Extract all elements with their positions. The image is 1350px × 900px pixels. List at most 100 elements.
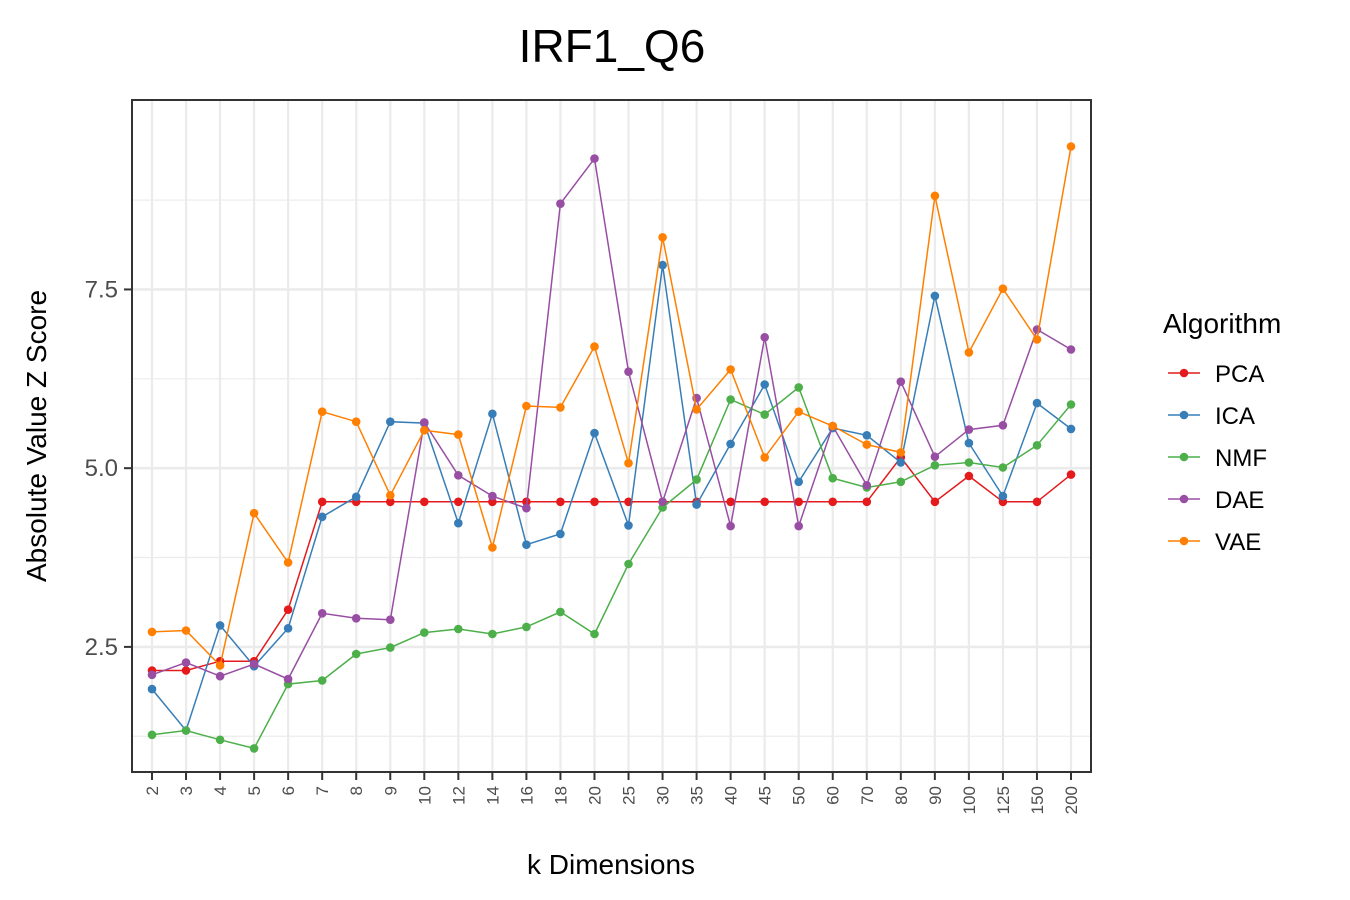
data-point-dae (794, 521, 803, 531)
series-line-ica (151, 264, 1072, 733)
data-point-nmf (828, 473, 837, 483)
data-point-dae (283, 674, 293, 684)
legend-label-nmf: NMF (1215, 445, 1267, 472)
data-point-vae (181, 626, 191, 635)
data-point-vae (624, 458, 633, 468)
legend-label-vae: VAE (1215, 529, 1261, 556)
data-point-pca (181, 666, 191, 675)
plot-panel-border (131, 99, 1092, 773)
data-point-ica (556, 529, 565, 539)
y-tick-label: 5.0 (85, 455, 118, 482)
data-point-dae (930, 452, 940, 462)
data-point-nmf (317, 676, 327, 685)
legend-item-ica: ICA (1168, 403, 1255, 430)
data-point-dae (964, 425, 974, 434)
data-point-nmf (181, 726, 191, 735)
data-point-ica (283, 624, 293, 633)
data-point-nmf (522, 622, 531, 632)
y-tick-label: 7.5 (85, 276, 118, 303)
data-point-pca (556, 497, 565, 507)
data-point-dae (862, 481, 872, 490)
data-point-nmf (488, 629, 497, 639)
data-point-vae (930, 191, 940, 201)
data-point-vae (317, 407, 327, 417)
data-point-dae (658, 497, 667, 507)
data-point-nmf (454, 624, 463, 634)
data-point-nmf (147, 730, 157, 740)
x-tick-label: 30 (654, 786, 673, 805)
data-point-ica (794, 477, 803, 487)
x-tick-label: 4 (211, 786, 230, 795)
x-tick-label: 150 (1028, 786, 1047, 814)
data-point-dae (317, 609, 327, 618)
data-point-ica (1066, 424, 1076, 434)
x-tick-label: 60 (824, 786, 843, 805)
data-point-pca (930, 497, 940, 507)
data-point-nmf (998, 463, 1008, 472)
data-point-dae (147, 670, 157, 680)
series-line-pca (152, 456, 1072, 672)
data-point-pca (964, 471, 974, 481)
x-tick-label: 14 (483, 786, 502, 805)
data-point-vae (862, 440, 872, 449)
data-point-nmf (726, 395, 735, 404)
data-point-ica (726, 439, 735, 449)
y-tick-label: 2.5 (85, 634, 118, 661)
legend-point-dae (1179, 494, 1189, 504)
series-nmf (147, 383, 1076, 753)
data-point-ica (317, 512, 327, 522)
x-tick-label: 100 (960, 786, 979, 814)
data-point-nmf (964, 458, 974, 467)
data-point-pca (317, 497, 327, 507)
legend-point-nmf (1179, 452, 1189, 462)
data-point-pca (386, 497, 395, 507)
data-point-pca (590, 497, 599, 507)
data-point-vae (488, 543, 497, 552)
data-point-vae (215, 661, 225, 670)
data-point-dae (249, 659, 259, 669)
data-point-vae (147, 627, 157, 637)
data-point-dae (420, 418, 429, 427)
data-point-ica (386, 417, 395, 427)
data-point-vae (692, 405, 701, 414)
axes: 2.55.07.52 3 4 5 6 7 8 9 10 12 14 16 18 20 25 30 35 40 45 5… (85, 276, 1081, 814)
data-point-dae (1066, 345, 1076, 354)
data-point-ica (658, 260, 667, 270)
data-point-dae (590, 154, 599, 163)
x-tick-label: 16 (517, 786, 536, 805)
data-point-pca (862, 497, 872, 507)
data-point-pca (726, 497, 735, 507)
series-line-vae (151, 146, 1072, 668)
data-point-pca (1032, 497, 1042, 507)
data-point-nmf (624, 559, 633, 569)
data-point-ica (624, 521, 633, 530)
data-point-vae (896, 448, 906, 457)
data-point-nmf (794, 383, 803, 392)
data-point-nmf (386, 643, 395, 652)
data-point-vae (760, 453, 769, 462)
data-point-dae (454, 471, 463, 480)
data-point-vae (1032, 335, 1042, 344)
data-point-vae (351, 417, 361, 427)
data-point-ica (760, 380, 769, 389)
x-tick-label: 6 (279, 786, 298, 795)
x-tick-label: 9 (381, 786, 400, 795)
x-tick-label: 90 (926, 786, 945, 805)
data-point-vae (828, 421, 837, 431)
data-point-dae (624, 367, 633, 377)
data-point-vae (522, 401, 531, 411)
data-point-nmf (930, 461, 940, 470)
x-tick-label: 50 (790, 786, 809, 805)
data-point-nmf (590, 629, 599, 639)
data-point-ica (522, 540, 531, 549)
x-tick-label: 40 (722, 786, 741, 805)
data-point-pca (454, 497, 463, 507)
data-point-dae (760, 333, 769, 342)
legend-label-ica: ICA (1215, 403, 1255, 430)
x-tick-label: 200 (1062, 786, 1081, 814)
series-line-nmf (151, 386, 1072, 750)
data-point-vae (454, 430, 463, 439)
chart-title: IRF1_Q6 (519, 20, 706, 72)
